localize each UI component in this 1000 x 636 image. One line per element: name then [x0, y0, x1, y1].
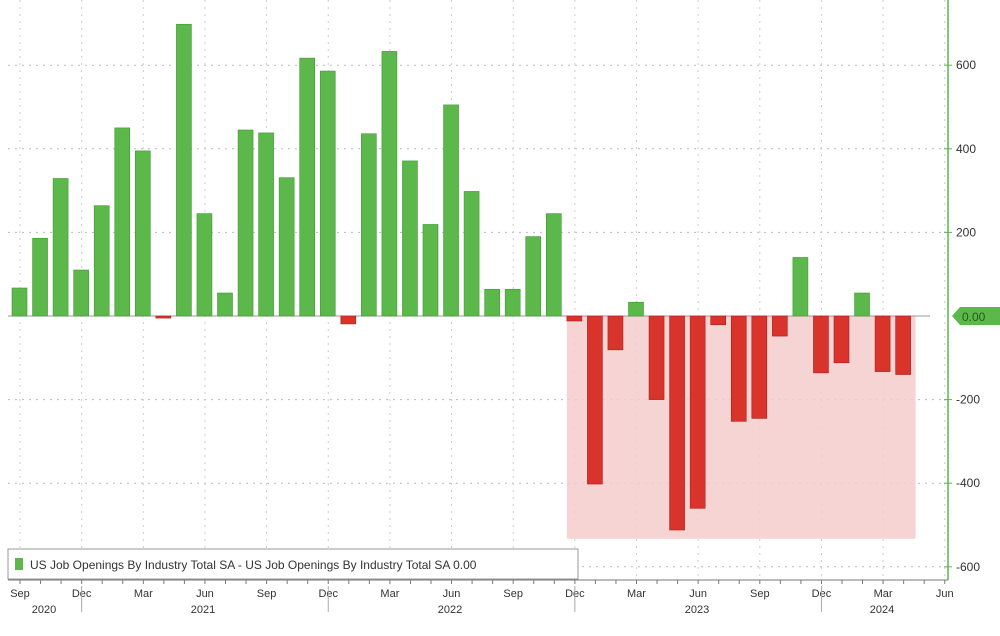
bar-2024-02 [854, 292, 870, 317]
last-value-tag: 0.00 [952, 307, 1000, 325]
bar-2023-07 [710, 315, 727, 326]
bar-2023-12 [813, 315, 829, 374]
bar-2022-10 [525, 236, 542, 317]
bar-2024-04 [895, 315, 911, 375]
bar-2023-08 [730, 315, 747, 422]
bar-2023-01 [587, 315, 603, 485]
bar-2022-07 [463, 191, 480, 317]
bar-2022-12 [566, 315, 583, 322]
bar-2023-05 [669, 315, 685, 531]
bar-2021-01 [93, 205, 110, 317]
bar-2024-01 [833, 315, 850, 364]
x-month-label: Sep [10, 588, 30, 600]
bar-2022-09 [504, 288, 521, 317]
x-axis-ticks: Sep Dec Mar Jun Sep Dec Mar Jun Sep Dec Mar Jun Sep D… [10, 580, 954, 616]
bar-2021-04 [155, 315, 172, 319]
y-tick-label: -600 [956, 560, 980, 574]
bar-2022-11 [545, 213, 562, 317]
bar-2020-11 [52, 178, 69, 317]
bar-2022-04 [402, 160, 418, 317]
x-month-label: Jun [689, 588, 707, 600]
bar-2021-11 [299, 57, 316, 317]
legend: US Job Openings By Industry Total SA - U… [7, 548, 579, 580]
bar-2022-08 [484, 288, 500, 317]
x-month-label: Jun [936, 588, 954, 600]
bar-2021-07 [217, 292, 233, 317]
bar-2021-10 [278, 177, 295, 317]
x-year-label: 2021 [191, 604, 215, 616]
y-tick-label: 400 [956, 142, 976, 156]
x-year-label: 2022 [438, 604, 462, 616]
bar-2021-06 [196, 213, 213, 317]
bar-2021-02 [114, 127, 131, 317]
x-month-label: Sep [750, 588, 770, 600]
bar-2021-05 [176, 23, 192, 317]
x-month-label: Mar [874, 588, 893, 600]
y-tick-label: -400 [956, 476, 980, 490]
y-tick-label: -200 [956, 393, 980, 407]
x-year-label: 2023 [685, 604, 709, 616]
bar-2020-12 [73, 269, 89, 317]
bar-2023-11 [792, 257, 809, 317]
bar-2023-03 [628, 301, 644, 317]
x-year-label: 2024 [870, 604, 894, 616]
x-month-label: Mar [627, 588, 646, 600]
x-month-label: Jun [196, 588, 214, 600]
y-tick-label: 200 [956, 225, 976, 239]
last-value-label: 0.00 [962, 310, 986, 324]
bar-2021-08 [237, 129, 254, 317]
x-month-label: Mar [134, 588, 153, 600]
legend-swatch [15, 558, 23, 570]
bar-2023-06 [689, 315, 706, 509]
bar-2022-03 [381, 51, 398, 317]
bar-2023-02 [607, 315, 624, 351]
bar-2022-02 [361, 133, 377, 317]
bar-2022-06 [443, 104, 459, 317]
bars [11, 23, 911, 531]
x-month-label: Jun [443, 588, 461, 600]
y-tick-label: 600 [956, 58, 976, 72]
bar-2022-05 [422, 224, 439, 317]
bar-2022-01 [340, 315, 357, 325]
bar-2023-10 [772, 315, 788, 337]
x-month-label: Mar [380, 588, 399, 600]
bar-2021-12 [319, 70, 336, 317]
x-year-label: 2020 [32, 604, 56, 616]
y-axis-ticks: 600 400 200 -200 -400 -600 [944, 58, 980, 574]
bar-2020-10 [32, 237, 48, 317]
bar-2021-03 [135, 150, 151, 317]
bar-2020-09 [11, 287, 28, 317]
x-month-label: Sep [503, 588, 523, 600]
bar-2023-09 [751, 315, 768, 419]
bar-2024-03 [874, 315, 891, 372]
legend-label: US Job Openings By Industry Total SA - U… [30, 558, 477, 572]
bar-2023-04 [648, 315, 665, 400]
bar-2021-09 [258, 132, 274, 317]
x-month-label: Sep [257, 588, 277, 600]
